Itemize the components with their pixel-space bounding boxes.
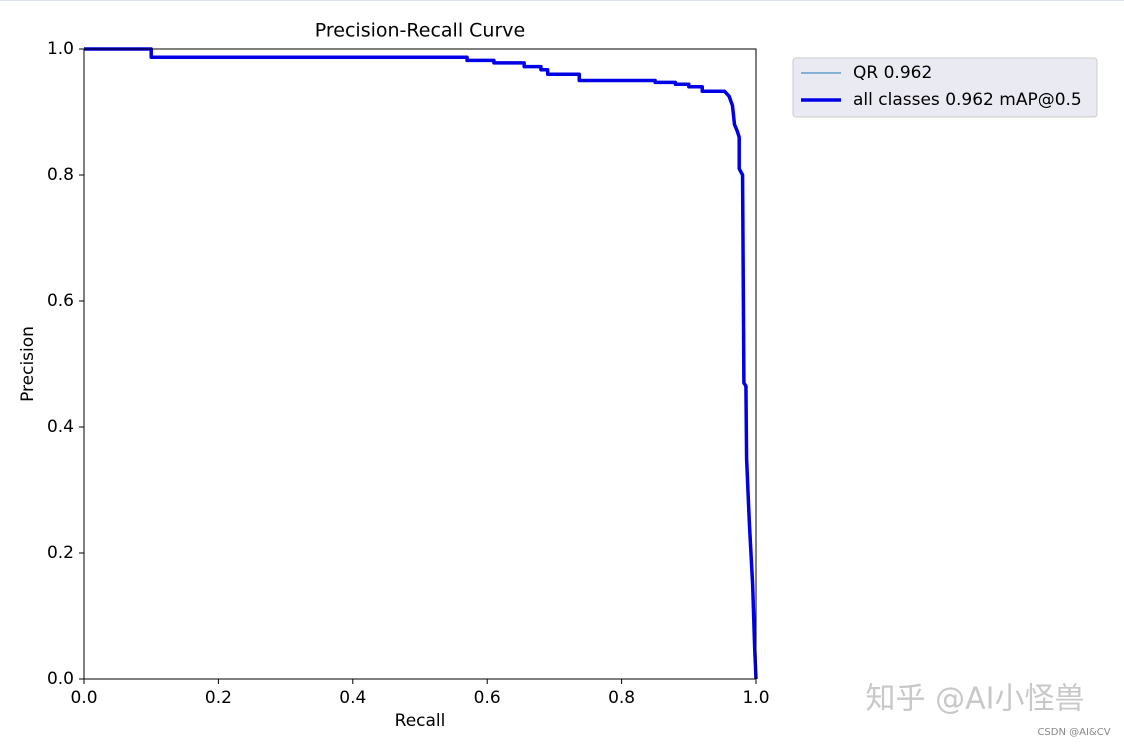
x-tick-label: 0.4 xyxy=(339,688,366,708)
watermark-small: CSDN @AI&CV xyxy=(1037,727,1110,738)
watermark: 知乎 @AI小怪兽 xyxy=(866,682,1085,717)
chart-title: Precision-Recall Curve xyxy=(315,20,525,42)
y-tick-label: 0.6 xyxy=(47,291,74,311)
legend-box xyxy=(792,57,1098,118)
y-axis-label: Precision xyxy=(18,326,38,402)
series-line xyxy=(84,47,758,680)
x-tick-label: 0.0 xyxy=(70,688,97,708)
x-tick-label: 0.2 xyxy=(205,688,232,708)
series-line xyxy=(84,48,757,680)
legend-label: QR 0.962 xyxy=(853,63,932,83)
x-tick-label: 0.6 xyxy=(474,688,501,708)
y-tick-label: 0.4 xyxy=(47,417,74,437)
y-tick-label: 1.0 xyxy=(47,39,74,59)
x-axis-label: Recall xyxy=(395,711,446,731)
y-tick-label: 0.0 xyxy=(47,669,74,689)
legend-label: all classes 0.962 mAP@0.5 xyxy=(853,90,1082,110)
x-tick-label: 0.8 xyxy=(608,688,635,708)
y-tick-label: 0.8 xyxy=(47,165,74,185)
plot-frame xyxy=(83,48,757,680)
y-tick-label: 0.2 xyxy=(47,543,74,563)
x-tick-label: 1.0 xyxy=(742,688,769,708)
